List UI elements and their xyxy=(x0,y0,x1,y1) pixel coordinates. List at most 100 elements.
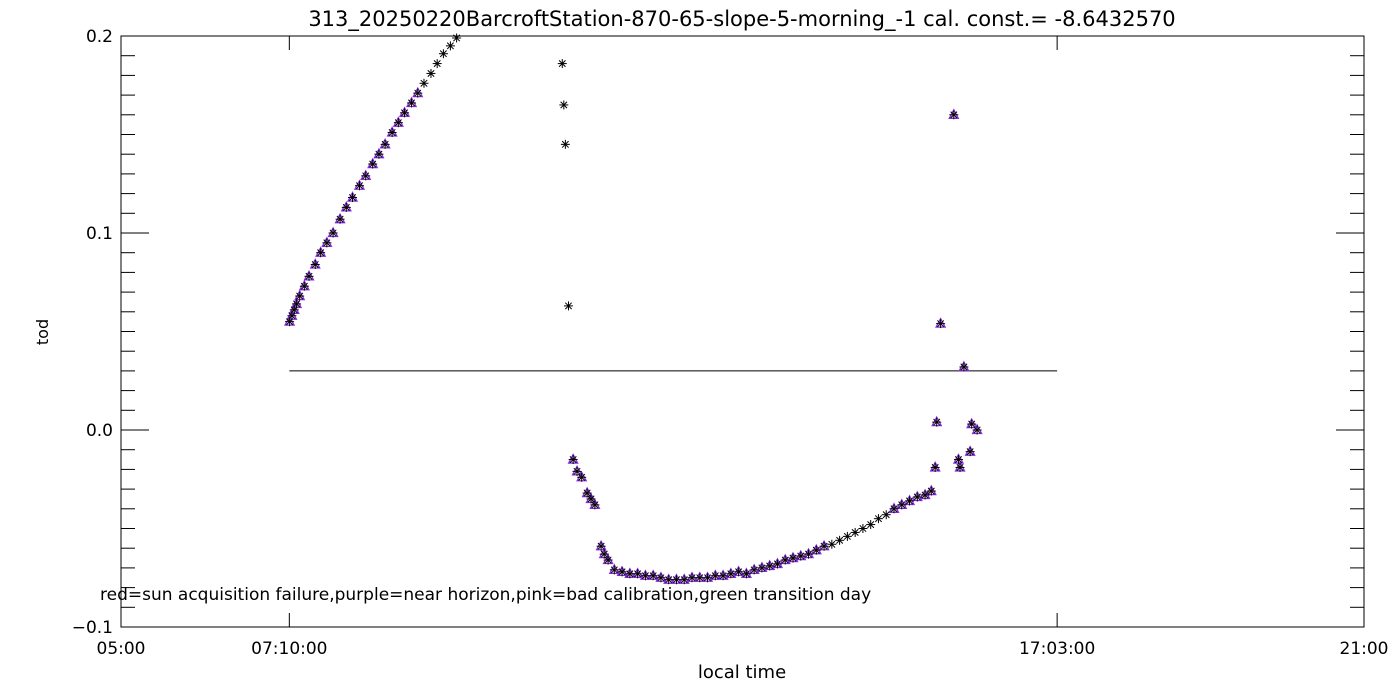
asterisk-stroke xyxy=(672,576,681,584)
data-point-asterisk xyxy=(734,567,744,577)
data-point-asterisk xyxy=(656,573,666,583)
asterisk-stroke xyxy=(420,79,428,87)
data-point-asterisk xyxy=(953,455,963,465)
y-axis-label: tod xyxy=(33,319,52,345)
data-point-asterisk xyxy=(341,202,351,212)
asterisk-stroke xyxy=(342,203,350,211)
asterisk-stroke xyxy=(569,455,577,464)
asterisk-stroke xyxy=(293,300,301,308)
data-point-asterisk xyxy=(572,466,582,476)
data-point-asterisk xyxy=(380,139,390,149)
data-point-asterisk xyxy=(426,68,436,78)
asterisk-stroke xyxy=(561,140,569,148)
asterisk-stroke xyxy=(591,501,599,509)
asterisk-stroke xyxy=(781,556,789,564)
data-point-asterisk xyxy=(827,539,837,549)
asterisk-stroke xyxy=(311,260,319,269)
asterisk-stroke xyxy=(950,111,958,119)
data-point-asterisk xyxy=(873,514,883,524)
data-point-asterisk xyxy=(617,567,627,577)
data-point-asterisk xyxy=(563,301,573,311)
data-point-asterisk xyxy=(671,575,681,585)
asterisk-stroke xyxy=(828,540,836,548)
x-tick-label: 17:03:00 xyxy=(1019,639,1095,659)
data-point-asterisk xyxy=(387,128,397,138)
asterisk-stroke xyxy=(843,532,851,540)
data-point-asterisk xyxy=(920,490,930,500)
data-point-asterisk xyxy=(432,59,442,69)
asterisk-stroke xyxy=(305,272,313,280)
asterisk-stroke xyxy=(898,501,906,509)
asterisk-stroke xyxy=(439,50,447,58)
asterisk-stroke xyxy=(323,239,331,247)
asterisk-stroke xyxy=(696,574,704,582)
data-point-asterisk xyxy=(599,549,609,559)
asterisk-stroke xyxy=(604,556,612,564)
data-point-asterisk xyxy=(633,569,643,579)
data-point-asterisk xyxy=(304,271,314,281)
data-point-asterisk xyxy=(835,535,845,545)
asterisk-stroke xyxy=(867,521,875,529)
asterisk-stroke xyxy=(336,215,344,223)
asterisk-stroke xyxy=(711,572,719,580)
data-point-asterisk xyxy=(348,193,358,203)
data-point-asterisk xyxy=(850,527,860,537)
asterisk-stroke xyxy=(317,249,325,257)
asterisk-stroke xyxy=(401,109,409,117)
asterisk-stroke xyxy=(931,463,939,471)
asterisk-stroke xyxy=(427,69,435,77)
x-axis-label: local time xyxy=(698,662,786,683)
asterisk-stroke xyxy=(657,574,665,582)
data-point-asterisk xyxy=(889,504,899,514)
data-point-asterisk xyxy=(368,159,378,169)
asterisk-stroke xyxy=(634,570,642,578)
data-point-asterisk xyxy=(445,41,455,51)
data-point-asterisk xyxy=(905,496,915,506)
asterisk-stroke xyxy=(905,497,914,505)
axis-ticks xyxy=(120,35,1365,628)
data-point-asterisk xyxy=(788,553,798,563)
asterisk-stroke xyxy=(558,60,566,68)
data-point-asterisk xyxy=(967,419,977,429)
data-point-asterisk xyxy=(679,575,689,585)
data-point-asterisk xyxy=(930,462,940,472)
x-tick-label: 07:10:00 xyxy=(251,639,327,659)
asterisk-stroke xyxy=(750,566,758,574)
asterisk-stroke xyxy=(921,491,929,499)
data-point-asterisk xyxy=(577,472,587,482)
asterisk-stroke xyxy=(804,550,813,558)
asterisk-stroke xyxy=(680,576,688,584)
asterisk-stroke xyxy=(727,570,735,578)
data-point-asterisk xyxy=(804,549,814,559)
asterisk-stroke xyxy=(973,426,981,434)
asterisk-stroke xyxy=(789,554,797,562)
asterisk-stroke xyxy=(665,576,673,584)
data-point-asterisk xyxy=(897,500,907,510)
asterisk-stroke xyxy=(703,574,712,582)
y-tick-label: 0.2 xyxy=(86,27,113,47)
data-point-asterisk xyxy=(695,573,705,583)
asterisk-stroke xyxy=(296,292,304,300)
asterisk-stroke xyxy=(388,128,396,137)
data-point-asterisk xyxy=(926,486,936,496)
asterisk-stroke xyxy=(414,89,422,97)
data-point-asterisk xyxy=(932,417,942,427)
data-point-asterisk xyxy=(560,139,570,149)
data-point-asterisk xyxy=(590,500,600,510)
data-point-asterisk xyxy=(965,447,975,457)
asterisk-stroke xyxy=(820,542,828,550)
data-point-asterisk xyxy=(741,569,751,579)
data-point-asterisk xyxy=(796,551,806,561)
asterisk-stroke xyxy=(407,99,416,107)
axis-tick-labels: −0.1 0.0 0.1 0.2 05:00 07:10:00 17:03:00 21:00 xyxy=(72,27,1389,659)
data-point-asterisk xyxy=(703,573,713,583)
data-point-asterisk xyxy=(419,78,429,88)
asterisk-stroke xyxy=(573,467,581,475)
data-point-asterisk xyxy=(811,545,821,555)
y-tick-label: −0.1 xyxy=(72,618,113,638)
asterisk-stroke xyxy=(375,150,383,158)
asterisk-stroke xyxy=(649,572,657,580)
x-tick-label: 05:00 xyxy=(97,639,146,659)
asterisk-stroke xyxy=(719,572,727,580)
asterisk-stroke xyxy=(836,536,844,544)
